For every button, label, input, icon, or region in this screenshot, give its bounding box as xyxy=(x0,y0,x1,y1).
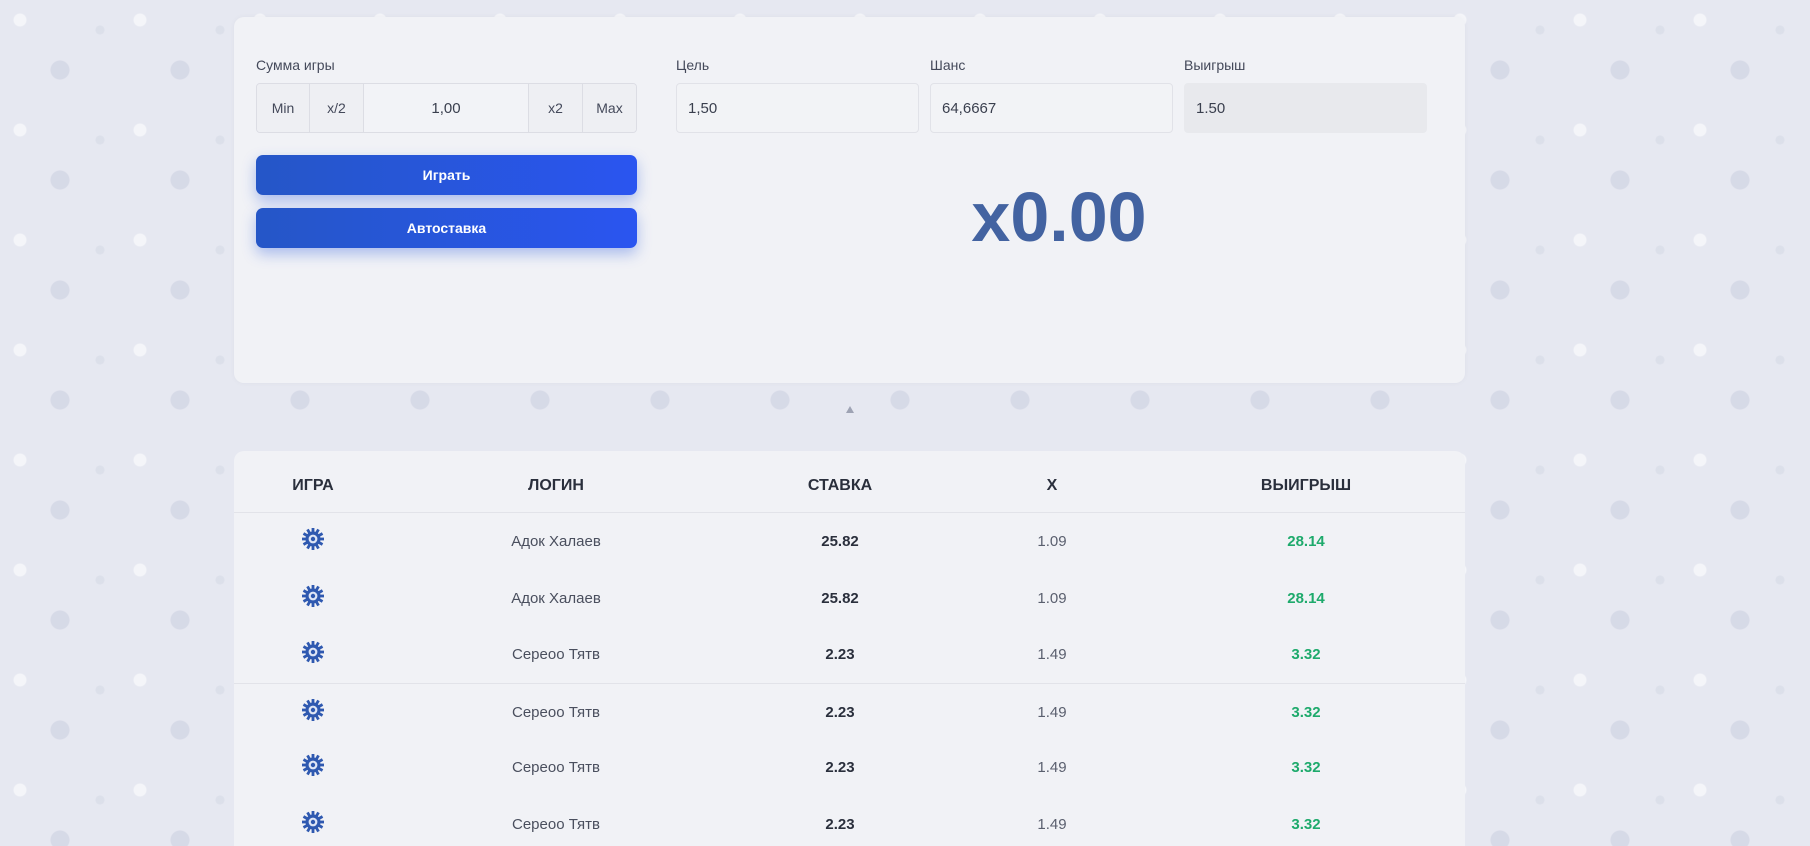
target-input[interactable] xyxy=(676,83,919,133)
target-label: Цель xyxy=(676,57,710,73)
history-rows: Адок Халаев 25.82 1.09 28.14 Адок Халаев 25.8… xyxy=(234,513,1465,846)
row-bet: 25.82 xyxy=(821,589,859,607)
payout-field xyxy=(1184,83,1427,133)
row-win: 3.32 xyxy=(1291,815,1321,833)
history-row: Адок Халаев 25.82 1.09 28.14 xyxy=(234,570,1465,627)
row-bet: 2.23 xyxy=(825,759,855,776)
column-win: ВЫИГРЫШ xyxy=(1260,477,1352,494)
row-login: Сереоо Тятв xyxy=(512,759,600,776)
chance-input[interactable] xyxy=(930,83,1173,133)
row-multiplier: 1.49 xyxy=(1037,815,1067,833)
play-button[interactable]: Играть xyxy=(256,155,637,195)
row-win: 3.32 xyxy=(1291,646,1321,663)
dice-gear-icon xyxy=(301,810,325,834)
dice-gear-icon xyxy=(301,753,325,777)
row-win: 28.14 xyxy=(1287,533,1325,550)
bet-amount-group: Min x/2 x2 Max xyxy=(256,83,637,133)
bet-amount-input[interactable] xyxy=(364,84,529,132)
bet-min-button[interactable]: Min xyxy=(257,84,310,132)
row-bet: 25.82 xyxy=(821,533,859,550)
row-login: Сереоо Тятв xyxy=(512,646,600,663)
chance-label: Шанс xyxy=(930,57,966,73)
row-multiplier: 1.49 xyxy=(1037,703,1067,721)
history-row: Адок Халаев 25.82 1.09 28.14 xyxy=(234,513,1465,570)
dice-gear-icon xyxy=(301,584,325,608)
row-multiplier: 1.49 xyxy=(1037,759,1067,776)
history-row: Сереоо Тятв 2.23 1.49 3.32 xyxy=(234,796,1465,846)
bet-double-button[interactable]: x2 xyxy=(529,84,583,132)
column-login: ЛОГИН xyxy=(528,477,584,494)
history-table: ИГРА ЛОГИН СТАВКА X ВЫИГРЫШ Адок Халаев 2… xyxy=(234,451,1465,846)
column-x: X xyxy=(1046,477,1058,494)
collapse-arrow-icon[interactable] xyxy=(846,406,854,413)
payout-label: Выигрыш xyxy=(1184,57,1246,73)
autobet-button[interactable]: Автоставка xyxy=(256,208,637,248)
history-row: Сереоо Тятв 2.23 1.49 3.32 xyxy=(234,682,1465,740)
row-win: 28.14 xyxy=(1287,589,1325,607)
game-panel: Сумма игры Min x/2 x2 Max Цель Шанс Выиг… xyxy=(234,17,1465,383)
row-bet: 2.23 xyxy=(825,815,855,833)
result-multiplier: x0.00 xyxy=(971,178,1147,256)
row-bet: 2.23 xyxy=(825,646,855,663)
history-row: Сереоо Тятв 2.23 1.49 3.32 xyxy=(234,739,1465,796)
column-bet: СТАВКА xyxy=(807,477,873,494)
history-header: ИГРА ЛОГИН СТАВКА X ВЫИГРЫШ xyxy=(234,451,1465,513)
row-multiplier: 1.49 xyxy=(1037,646,1067,663)
bet-max-button[interactable]: Max xyxy=(583,84,636,132)
column-game: ИГРА xyxy=(292,477,334,494)
row-login: Сереоо Тятв xyxy=(512,703,600,721)
dice-gear-icon xyxy=(301,527,325,551)
row-login: Адок Халаев xyxy=(511,533,601,550)
row-login: Адок Халаев xyxy=(511,589,601,607)
row-win: 3.32 xyxy=(1291,703,1321,721)
history-row: Сереоо Тятв 2.23 1.49 3.32 xyxy=(234,626,1465,683)
row-multiplier: 1.09 xyxy=(1037,589,1067,607)
dice-gear-icon xyxy=(301,698,325,722)
dice-gear-icon xyxy=(301,640,325,664)
row-multiplier: 1.09 xyxy=(1037,533,1067,550)
row-login: Сереоо Тятв xyxy=(512,815,600,833)
bet-half-button[interactable]: x/2 xyxy=(310,84,364,132)
row-win: 3.32 xyxy=(1291,759,1321,776)
bet-amount-label: Сумма игры xyxy=(256,57,335,73)
row-bet: 2.23 xyxy=(825,703,855,721)
